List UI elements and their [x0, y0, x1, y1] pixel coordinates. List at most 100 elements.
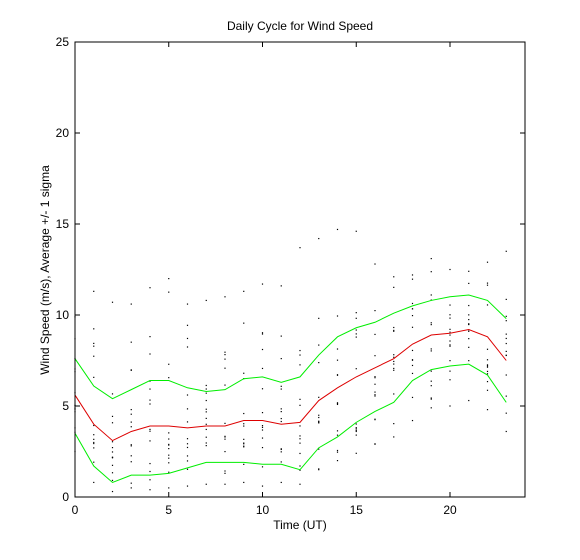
scatter-point: [336, 359, 339, 361]
scatter-point: [374, 391, 376, 393]
scatter-point: [261, 446, 264, 449]
scatter-point: [224, 435, 226, 437]
scatter-point: [430, 324, 432, 326]
scatter-point: [111, 490, 114, 493]
scatter-point: [505, 354, 507, 356]
scatter-point: [393, 286, 395, 288]
scatter-point: [393, 354, 395, 356]
scatter-point: [168, 443, 170, 446]
scatter-point: [224, 483, 226, 485]
x-tick-label: 20: [443, 503, 457, 517]
scatter-point: [486, 261, 489, 263]
scatter-point: [149, 287, 151, 289]
scatter-point: [449, 405, 451, 407]
scatter-point: [299, 354, 301, 356]
scatter-point: [261, 283, 264, 285]
scatter-point: [468, 323, 470, 326]
scatter-point: [468, 314, 470, 316]
scatter-point: [261, 426, 264, 428]
scatter-point: [168, 363, 170, 365]
scatter-point: [299, 442, 301, 444]
scatter-point: [149, 403, 151, 405]
scatter-point: [449, 268, 451, 271]
scatter-point: [430, 322, 432, 324]
scatter-point: [280, 388, 282, 390]
scatter-point: [243, 322, 245, 324]
scatter-points: [74, 228, 507, 493]
scatter-point: [186, 455, 189, 457]
scatter-point: [205, 388, 207, 390]
scatter-point: [355, 434, 357, 436]
scatter-point: [243, 425, 245, 427]
scatter-point: [393, 436, 395, 438]
scatter-point: [468, 346, 470, 348]
scatter-point: [186, 324, 189, 326]
scatter-point: [205, 417, 207, 420]
scatter-point: [186, 394, 189, 396]
y-tick-label: 0: [62, 490, 69, 504]
scatter-point: [93, 434, 95, 436]
scatter-point: [111, 393, 114, 395]
scatter-point: [374, 263, 376, 265]
scatter-point: [449, 304, 451, 306]
scatter-point: [93, 481, 95, 484]
scatter-point: [130, 413, 132, 415]
scatter-point: [299, 435, 301, 437]
scatter-point: [486, 366, 489, 368]
scatter-point: [205, 384, 207, 387]
scatter-point: [224, 296, 226, 298]
scatter-point: [505, 315, 507, 317]
scatter-point: [318, 317, 320, 319]
scatter-point: [186, 303, 189, 305]
scatter-point: [430, 271, 432, 273]
scatter-point: [374, 310, 376, 312]
scatter-point: [355, 329, 357, 331]
scatter-point: [130, 303, 132, 305]
scatter-point: [243, 423, 245, 425]
scatter-point: [186, 460, 189, 462]
scatter-point: [374, 395, 376, 397]
scatter-point: [224, 438, 226, 440]
scatter-point: [393, 276, 395, 278]
scatter-point: [486, 282, 489, 284]
scatter-point: [430, 370, 432, 372]
scatter-point: [243, 412, 245, 415]
scatter-point: [336, 434, 339, 436]
scatter-point: [130, 341, 132, 343]
scatter-point: [505, 395, 507, 397]
scatter-point: [430, 385, 432, 387]
scatter-point: [355, 230, 357, 232]
scatter-point: [186, 468, 189, 470]
scatter-point: [149, 380, 151, 382]
scatter-point: [205, 442, 207, 444]
scatter-point: [168, 438, 170, 440]
scatter-point: [130, 426, 132, 428]
scatter-point: [411, 396, 414, 399]
scatter-point: [243, 438, 245, 440]
scatter-point: [280, 408, 282, 410]
scatter-point: [411, 359, 414, 361]
scatter-point: [486, 348, 489, 350]
lower-sigma-line: [74, 363, 507, 484]
scatter-point: [130, 408, 132, 411]
scatter-point: [93, 290, 95, 292]
scatter-point: [299, 349, 301, 352]
scatter-point: [224, 384, 226, 386]
scatter-point: [261, 466, 264, 468]
scatter-point: [468, 399, 470, 402]
chart-title: Daily Cycle for Wind Speed: [227, 19, 373, 33]
scatter-point: [280, 357, 282, 360]
scatter-point: [280, 481, 282, 484]
scatter-point: [355, 429, 357, 432]
scatter-point: [168, 462, 170, 464]
scatter-point: [111, 479, 114, 482]
scatter-point: [280, 461, 282, 463]
scatter-point: [186, 346, 189, 348]
scatter-point: [468, 318, 470, 321]
scatter-point: [261, 437, 264, 439]
scatter-point: [280, 285, 282, 287]
scatter-point: [430, 380, 432, 382]
scatter-point: [299, 469, 301, 471]
scatter-point: [336, 451, 339, 453]
scatter-point: [168, 448, 170, 450]
